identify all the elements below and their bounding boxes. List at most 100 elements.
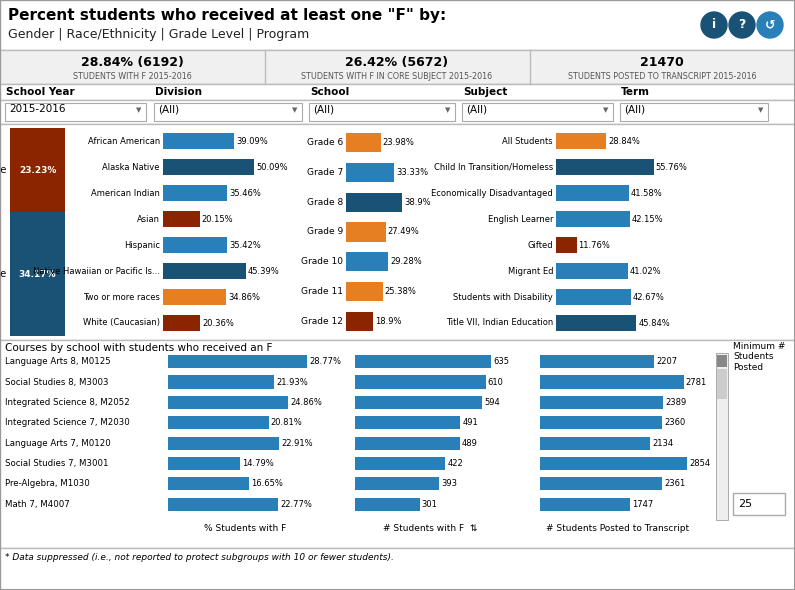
Text: ↺: ↺ bbox=[765, 18, 775, 31]
Text: 2854: 2854 bbox=[689, 459, 711, 468]
Text: 422: 422 bbox=[448, 459, 463, 468]
Bar bbox=[355, 375, 486, 389]
Bar bbox=[168, 497, 278, 511]
Bar bbox=[0, 84, 795, 100]
Bar bbox=[462, 103, 613, 121]
Bar bbox=[163, 314, 200, 332]
Text: Minimum #
Students
Posted: Minimum # Students Posted bbox=[733, 342, 785, 372]
Bar bbox=[163, 159, 254, 175]
Bar bbox=[540, 396, 664, 409]
Text: Term: Term bbox=[621, 87, 650, 97]
Circle shape bbox=[729, 12, 755, 38]
Text: 610: 610 bbox=[487, 378, 503, 386]
Text: Integrated Science 8, M2052: Integrated Science 8, M2052 bbox=[5, 398, 130, 407]
Text: Title VII, Indian Education: Title VII, Indian Education bbox=[446, 319, 553, 327]
Text: 22.91%: 22.91% bbox=[281, 438, 312, 448]
Bar bbox=[620, 103, 768, 121]
Text: 594: 594 bbox=[484, 398, 500, 407]
Text: Child In Transition/Homeless: Child In Transition/Homeless bbox=[434, 162, 553, 172]
Bar bbox=[0, 548, 795, 590]
Text: 34.86%: 34.86% bbox=[228, 293, 261, 301]
Bar bbox=[168, 437, 279, 450]
Bar bbox=[163, 237, 227, 253]
Text: STUDENTS WITH F IN CORE SUBJECT 2015-2016: STUDENTS WITH F IN CORE SUBJECT 2015-201… bbox=[301, 72, 493, 81]
Text: Asian: Asian bbox=[137, 215, 160, 224]
Text: Subject: Subject bbox=[463, 87, 507, 97]
Bar bbox=[346, 312, 373, 330]
Text: Social Studies 8, M3003: Social Studies 8, M3003 bbox=[5, 378, 108, 386]
Bar bbox=[168, 457, 239, 470]
Bar bbox=[556, 133, 607, 149]
Bar bbox=[0, 0, 795, 50]
Circle shape bbox=[757, 12, 783, 38]
Bar bbox=[556, 263, 628, 279]
Bar bbox=[355, 416, 460, 430]
Text: Social Studies 7, M3001: Social Studies 7, M3001 bbox=[5, 459, 108, 468]
Text: Male: Male bbox=[0, 269, 6, 279]
Text: 25.38%: 25.38% bbox=[385, 287, 417, 296]
Text: 489: 489 bbox=[462, 438, 478, 448]
Bar bbox=[0, 100, 795, 124]
Text: 28.84%: 28.84% bbox=[608, 136, 640, 146]
Bar bbox=[0, 124, 795, 340]
Text: Alaska Native: Alaska Native bbox=[103, 162, 160, 172]
Text: Grade 11: Grade 11 bbox=[301, 287, 343, 296]
Text: Courses by school with students who received an F: Courses by school with students who rece… bbox=[5, 343, 273, 353]
Bar bbox=[556, 185, 629, 201]
Bar bbox=[346, 282, 382, 301]
Text: African American: African American bbox=[87, 136, 160, 146]
Text: Integrated Science 7, M2030: Integrated Science 7, M2030 bbox=[5, 418, 130, 427]
Text: ▼: ▼ bbox=[758, 107, 763, 113]
Text: STUDENTS WITH F 2015-2016: STUDENTS WITH F 2015-2016 bbox=[72, 72, 192, 81]
Text: 42.15%: 42.15% bbox=[632, 215, 663, 224]
Text: School Year: School Year bbox=[6, 87, 75, 97]
Text: 18.9%: 18.9% bbox=[375, 317, 401, 326]
Bar bbox=[540, 477, 662, 490]
Text: Grade 8: Grade 8 bbox=[307, 198, 343, 206]
Text: 20.15%: 20.15% bbox=[202, 215, 233, 224]
Text: ▼: ▼ bbox=[603, 107, 608, 113]
Text: ▼: ▼ bbox=[445, 107, 451, 113]
Bar bbox=[716, 353, 728, 520]
Bar bbox=[168, 375, 274, 389]
Text: 21470: 21470 bbox=[640, 56, 684, 69]
Bar bbox=[168, 477, 249, 490]
Bar bbox=[717, 355, 727, 367]
Text: 11.76%: 11.76% bbox=[579, 241, 611, 250]
Text: 24.86%: 24.86% bbox=[290, 398, 322, 407]
Bar bbox=[556, 237, 576, 253]
Bar bbox=[355, 437, 460, 450]
Bar bbox=[346, 193, 402, 212]
Text: 41.58%: 41.58% bbox=[630, 188, 662, 198]
Text: STUDENTS POSTED TO TRANSCRIPT 2015-2016: STUDENTS POSTED TO TRANSCRIPT 2015-2016 bbox=[568, 72, 756, 81]
Bar bbox=[540, 437, 650, 450]
Text: (All): (All) bbox=[466, 104, 487, 114]
Text: Economically Disadvantaged: Economically Disadvantaged bbox=[431, 188, 553, 198]
Text: Pre-Algebra, M1030: Pre-Algebra, M1030 bbox=[5, 479, 90, 489]
Text: 22.77%: 22.77% bbox=[281, 500, 312, 509]
Text: Gender | Race/Ethnicity | Grade Level | Program: Gender | Race/Ethnicity | Grade Level | … bbox=[8, 28, 309, 41]
Bar bbox=[163, 263, 246, 279]
Bar bbox=[0, 50, 795, 84]
Text: 35.42%: 35.42% bbox=[230, 241, 261, 250]
Bar bbox=[556, 289, 630, 305]
Text: Hispanic: Hispanic bbox=[124, 241, 160, 250]
Text: 21.93%: 21.93% bbox=[276, 378, 308, 386]
Bar bbox=[309, 103, 455, 121]
Text: 35.46%: 35.46% bbox=[230, 188, 262, 198]
Text: 26.42% (5672): 26.42% (5672) bbox=[346, 56, 448, 69]
Text: Native Hawaiian or Pacific Is...: Native Hawaiian or Pacific Is... bbox=[33, 267, 160, 276]
Bar bbox=[355, 355, 491, 368]
Text: # Students Posted to Transcript: # Students Posted to Transcript bbox=[546, 524, 689, 533]
Bar bbox=[540, 375, 684, 389]
Bar bbox=[346, 163, 394, 182]
Bar bbox=[163, 133, 234, 149]
Text: 2015-2016: 2015-2016 bbox=[9, 104, 65, 114]
Text: 25: 25 bbox=[738, 499, 752, 509]
Bar bbox=[355, 457, 445, 470]
Text: Grade 9: Grade 9 bbox=[307, 228, 343, 237]
Circle shape bbox=[701, 12, 727, 38]
Text: ?: ? bbox=[739, 18, 746, 31]
Text: 45.39%: 45.39% bbox=[247, 267, 279, 276]
Bar bbox=[346, 252, 388, 271]
